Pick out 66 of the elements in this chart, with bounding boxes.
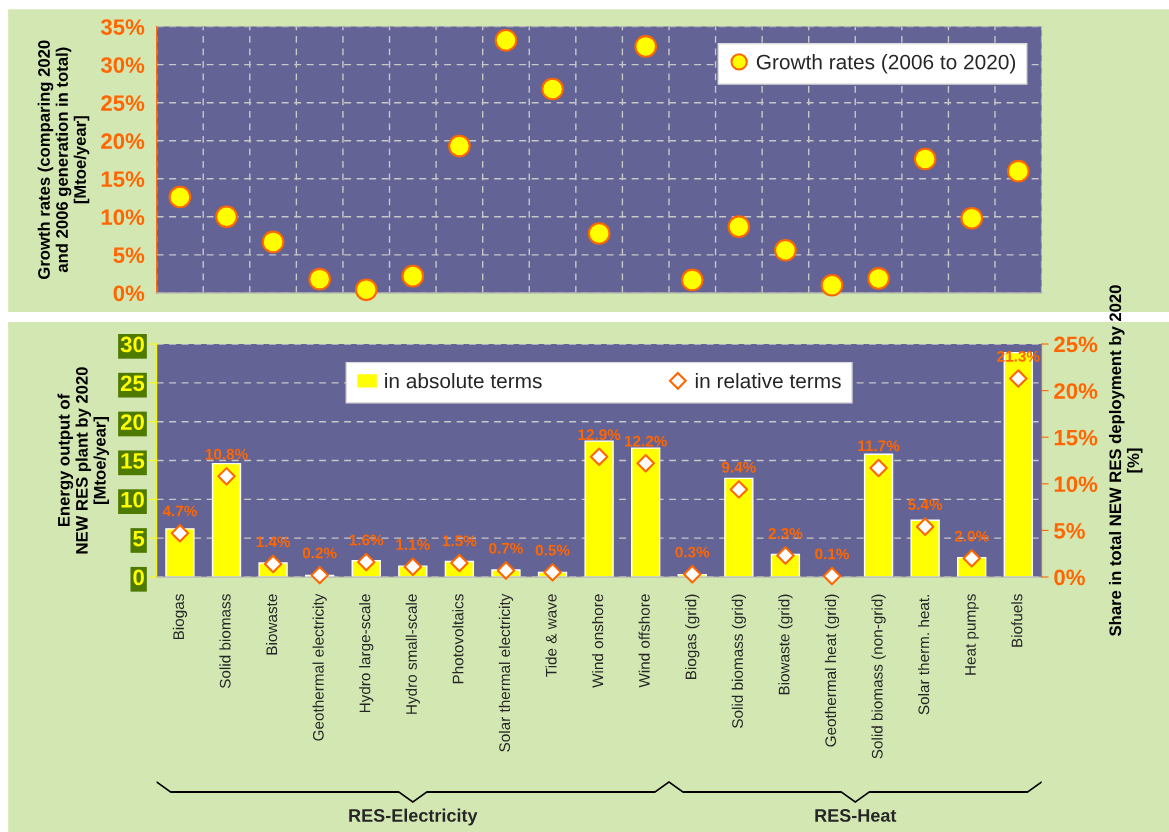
y-tick-label: 10%	[101, 209, 145, 226]
y-tick-label: 0%	[113, 285, 145, 302]
data-label: 4.7%	[162, 505, 197, 517]
x-tick-label: Geothermal heat (grid)	[824, 594, 840, 747]
data-label: 1.4%	[256, 536, 291, 548]
x-tick-label: Geothermal electricity	[312, 593, 327, 741]
x-tick-label: Wind onshore	[591, 594, 604, 688]
y-axis-title: Energy output of NEW RES plant by 2020 [Mtoe/year]	[57, 367, 110, 554]
x-tick-label: Biogas	[172, 594, 188, 640]
x-tick-label: Solar therm. heat.	[918, 595, 930, 715]
x-tick-label: Tide & wave	[545, 594, 557, 677]
x-tick-label: Solid biomass (non-grid)	[871, 594, 886, 759]
data-label: 2.0%	[954, 530, 989, 542]
data-label: 0.5%	[535, 544, 570, 556]
y2-tick-label: 15%	[1054, 429, 1098, 446]
y-tick-label: 15%	[101, 171, 145, 188]
text: RES-Electricity	[349, 808, 478, 826]
y-tick-label: 25	[120, 375, 145, 392]
y-tick-label: 5	[133, 530, 145, 547]
y2-tick-label: 10%	[1054, 476, 1098, 493]
y-tick-label: 0	[133, 569, 144, 586]
y2-tick-label: 0%	[1054, 569, 1085, 586]
x-tick-label: Biogas (grid)	[685, 594, 700, 680]
y-tick-label: 25%	[101, 95, 145, 111]
x-tick-label: Wind offshore	[638, 594, 650, 688]
x-tick-label: Solar thermal electricity	[498, 593, 514, 752]
data-label: 2.3%	[768, 528, 803, 539]
text: RES-Heat	[815, 809, 897, 822]
data-label: 11.7%	[858, 440, 900, 452]
x-tick-label: Hydro large-scale	[359, 594, 374, 713]
x-tick-label: Biofuels	[1011, 594, 1023, 647]
y2-tick-label: 20%	[1054, 383, 1098, 399]
legend-label: in absolute terms	[385, 373, 542, 389]
y2-tick-label: 25%	[1054, 336, 1098, 353]
y2-tick-label: 5%	[1054, 522, 1085, 539]
x-tick-label: Solid biomass (grid)	[731, 594, 746, 728]
y-tick-label: 20	[120, 414, 144, 430]
y-tick-label: 30	[120, 336, 144, 353]
data-label: 12.2%	[624, 435, 667, 447]
data-label: 12.9%	[578, 429, 621, 441]
data-label: 1.1%	[396, 539, 430, 550]
data-label: 1.5%	[442, 535, 477, 547]
data-label: 9.4%	[721, 461, 756, 473]
x-tick-label: Biowaste (grid)	[778, 594, 793, 695]
x-tick-label: Hydro small-scale	[405, 594, 420, 714]
y-tick-label: 15	[121, 453, 145, 469]
y2-axis-title: Share in total NEW RES deployment by 2020 [%]	[1108, 285, 1143, 636]
x-tick-label: Photovoltaics	[452, 594, 464, 684]
x-tick-label: Heat pumps	[965, 594, 979, 675]
legend-label: in relative terms	[695, 373, 841, 389]
y-axis-title: Growth rates (comparing 2020 and 2006 generation in total) [Mtoe/year]	[37, 40, 90, 279]
y-tick-label: 30%	[100, 57, 145, 73]
legend-label: Growth rates (2006 to 2020)	[756, 54, 1016, 74]
data-label: 5.4%	[908, 499, 943, 510]
y-tick-label: 5%	[113, 247, 145, 264]
data-label: 10.8%	[205, 448, 248, 460]
y-tick-label: 35%	[100, 19, 145, 35]
data-label: 0.3%	[675, 546, 710, 558]
y-tick-label: 10	[121, 491, 144, 508]
data-label: 0.7%	[489, 542, 523, 554]
data-label: 0.2%	[302, 547, 337, 559]
data-label: 1.6%	[349, 534, 384, 546]
data-label: 0.1%	[815, 548, 849, 560]
y-tick-label: 20%	[101, 133, 145, 149]
x-tick-label: Biowaste	[265, 594, 278, 655]
x-tick-label: Solid biomass	[219, 594, 231, 689]
